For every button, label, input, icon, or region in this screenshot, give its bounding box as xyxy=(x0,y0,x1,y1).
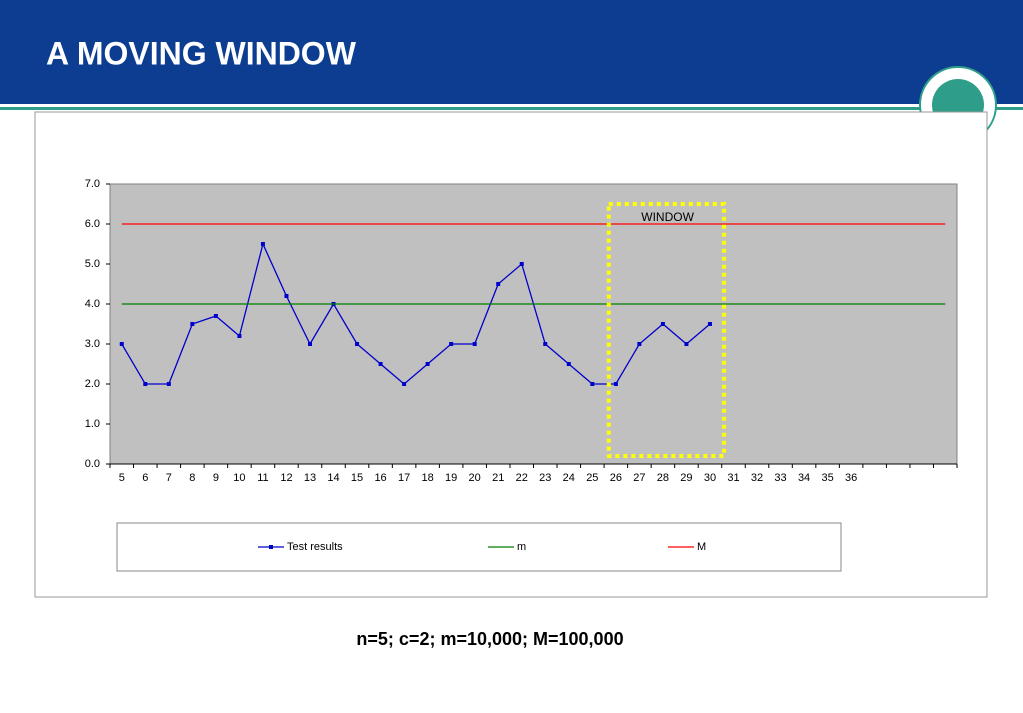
x-tick-label: 22 xyxy=(516,472,528,484)
x-tick-label: 35 xyxy=(821,472,833,484)
point-marker xyxy=(613,382,618,386)
point-marker xyxy=(119,342,124,346)
point-marker xyxy=(425,362,430,366)
y-tick-label: 0.0 xyxy=(85,458,100,470)
x-tick-label: 8 xyxy=(189,472,195,484)
series-line xyxy=(121,242,711,385)
x-tick-label: 34 xyxy=(798,472,810,484)
legend-label: M xyxy=(697,541,706,553)
point-marker xyxy=(402,382,407,386)
header-bar xyxy=(0,0,1023,104)
x-tick-label: 25 xyxy=(586,472,598,484)
x-tick-label: 31 xyxy=(727,472,739,484)
legend-label: m xyxy=(517,541,526,553)
header-gap xyxy=(0,104,1023,107)
point-marker xyxy=(378,362,383,366)
x-tick-label: 19 xyxy=(445,472,457,484)
x-tick-label: 12 xyxy=(280,472,292,484)
x-tick-label: 11 xyxy=(257,472,268,484)
point-marker xyxy=(143,382,148,386)
x-tick-label: 24 xyxy=(563,472,575,484)
x-tick-label: 17 xyxy=(398,472,410,484)
x-tick-label: 21 xyxy=(492,472,504,484)
y-tick-label: 6.0 xyxy=(85,218,100,230)
plot-area xyxy=(109,183,958,465)
point-marker xyxy=(472,342,477,346)
point-marker xyxy=(707,322,712,326)
legend-marker xyxy=(269,545,273,549)
point-marker xyxy=(637,342,642,346)
point-marker xyxy=(684,342,689,346)
x-tick-label: 32 xyxy=(751,472,763,484)
x-tick-label: 7 xyxy=(166,472,172,484)
point-marker xyxy=(590,382,595,386)
annotation: WINDOW xyxy=(641,210,694,224)
x-tick-label: 30 xyxy=(704,472,716,484)
point-marker xyxy=(519,262,524,266)
y-tick-label: 2.0 xyxy=(85,378,100,390)
y-tick-label: 1.0 xyxy=(85,418,100,430)
point-marker xyxy=(543,342,548,346)
x-tick-label: 26 xyxy=(610,472,622,484)
point-marker xyxy=(496,282,501,286)
point-marker xyxy=(449,342,454,346)
x-tick-label: 5 xyxy=(119,472,125,484)
x-tick-label: 29 xyxy=(680,472,692,484)
legend-label: Test results xyxy=(287,541,343,553)
x-tick-label: 23 xyxy=(539,472,551,484)
x-tick-label: 20 xyxy=(469,472,481,484)
x-tick-label: 6 xyxy=(142,472,148,484)
point-marker xyxy=(355,342,360,346)
x-tick-label: 10 xyxy=(233,472,245,484)
x-tick-label: 15 xyxy=(351,472,363,484)
point-marker xyxy=(660,322,665,326)
header-stripe xyxy=(0,107,1023,110)
y-tick-label: 4.0 xyxy=(85,298,100,310)
point-marker xyxy=(213,314,218,318)
subtitle: n=5; c=2; m=10,000; M=100,000 xyxy=(356,629,623,649)
y-tick-label: 3.0 xyxy=(85,338,100,350)
y-tick-label: 5.0 xyxy=(85,258,100,270)
x-tick-label: 36 xyxy=(845,472,857,484)
x-tick-label: 28 xyxy=(657,472,669,484)
slide-title: A MOVING WINDOW xyxy=(46,35,357,71)
legend-box xyxy=(116,522,842,572)
x-tick-label: 9 xyxy=(213,472,219,484)
x-tick-label: 13 xyxy=(304,472,316,484)
point-marker xyxy=(237,334,242,338)
point-marker xyxy=(566,362,571,366)
point-marker xyxy=(166,382,171,386)
x-tick-label: 16 xyxy=(374,472,386,484)
point-marker xyxy=(284,294,289,298)
x-tick-label: 18 xyxy=(422,472,434,484)
point-marker xyxy=(260,242,265,246)
x-tick-label: 14 xyxy=(327,472,339,484)
point-marker xyxy=(307,342,312,346)
window-box xyxy=(606,202,727,458)
point-marker xyxy=(190,322,195,326)
y-tick-label: 7.0 xyxy=(85,178,100,190)
x-tick-label: 27 xyxy=(633,472,645,484)
x-tick-label: 33 xyxy=(774,472,786,484)
